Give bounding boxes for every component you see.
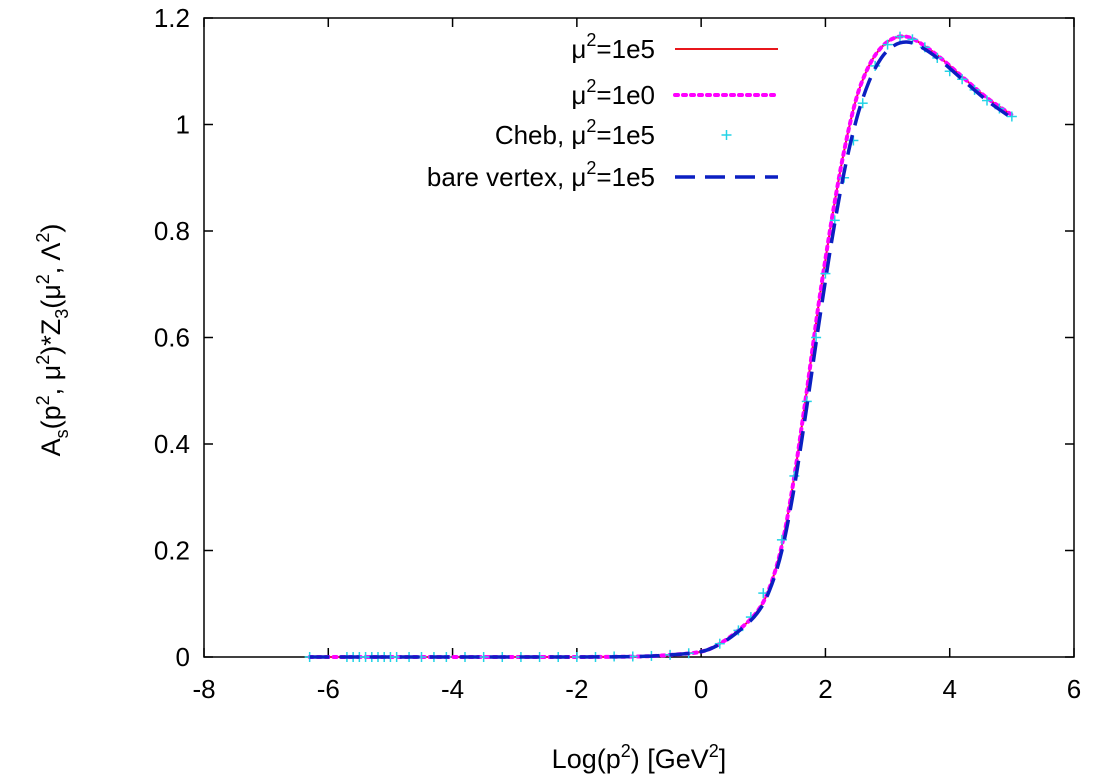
data-point xyxy=(776,534,787,545)
axis-ticks: -8 -6 -4 -2 0 2 4 6 0 0.2 0.4 0.6 0.8 1 1.2 xyxy=(154,3,1081,704)
x-tick-label: -6 xyxy=(317,674,340,704)
series-2-line xyxy=(307,34,1014,660)
data-point xyxy=(714,638,725,649)
legend-entry: μ2=1e5 xyxy=(571,30,778,64)
series-layer xyxy=(304,31,1017,662)
legend-entry: bare vertex, μ2=1e5 xyxy=(427,158,778,192)
legend-marker xyxy=(721,130,732,140)
y-tick-label: 0.4 xyxy=(154,429,190,459)
data-point xyxy=(857,98,868,109)
series-4-line xyxy=(309,40,1013,659)
y-axis-label: As(p2, μ2)*Z3(μ2, Λ2) xyxy=(33,224,72,457)
legend-entry: μ2=1e0 xyxy=(571,76,780,110)
legend: μ2=1e5 μ2=1e0 Cheb, μ2=1e5 bare vertex, μ2=… xyxy=(427,30,780,192)
legend-label: Cheb, μ2=1e5 xyxy=(495,116,655,150)
x-tick-label: 2 xyxy=(818,674,832,704)
series-3-markers xyxy=(304,31,1017,662)
legend-label: μ2=1e5 xyxy=(571,30,655,64)
x-tick-label: -4 xyxy=(441,674,464,704)
plot-frame xyxy=(203,17,1075,658)
x-tick-label: -8 xyxy=(192,674,215,704)
y-tick-label: 0.2 xyxy=(154,536,190,566)
data-point xyxy=(982,95,992,106)
y-tick-label: 1.2 xyxy=(154,3,190,33)
legend-entry: Cheb, μ2=1e5 xyxy=(495,116,732,150)
data-point xyxy=(957,74,968,85)
x-tick-label: 6 xyxy=(1067,674,1081,704)
x-tick-label: 4 xyxy=(942,674,956,704)
y-tick-label: 0 xyxy=(176,642,190,672)
y-tick-label: 1 xyxy=(176,110,190,140)
x-axis-label: Log(p2) [GeV2] xyxy=(552,741,727,774)
legend-label: bare vertex, μ2=1e5 xyxy=(427,158,655,192)
y-tick-label: 0.8 xyxy=(154,216,190,246)
data-point xyxy=(1006,111,1017,122)
series-1-line xyxy=(309,35,1013,659)
data-point xyxy=(895,31,905,42)
y-tick-label: 0.6 xyxy=(154,323,190,353)
x-tick-label: 0 xyxy=(694,674,708,704)
legend-label: μ2=1e0 xyxy=(571,76,655,110)
data-point xyxy=(478,652,489,662)
data-point xyxy=(882,39,893,50)
data-point xyxy=(811,332,822,343)
x-tick-label: -2 xyxy=(565,674,588,704)
